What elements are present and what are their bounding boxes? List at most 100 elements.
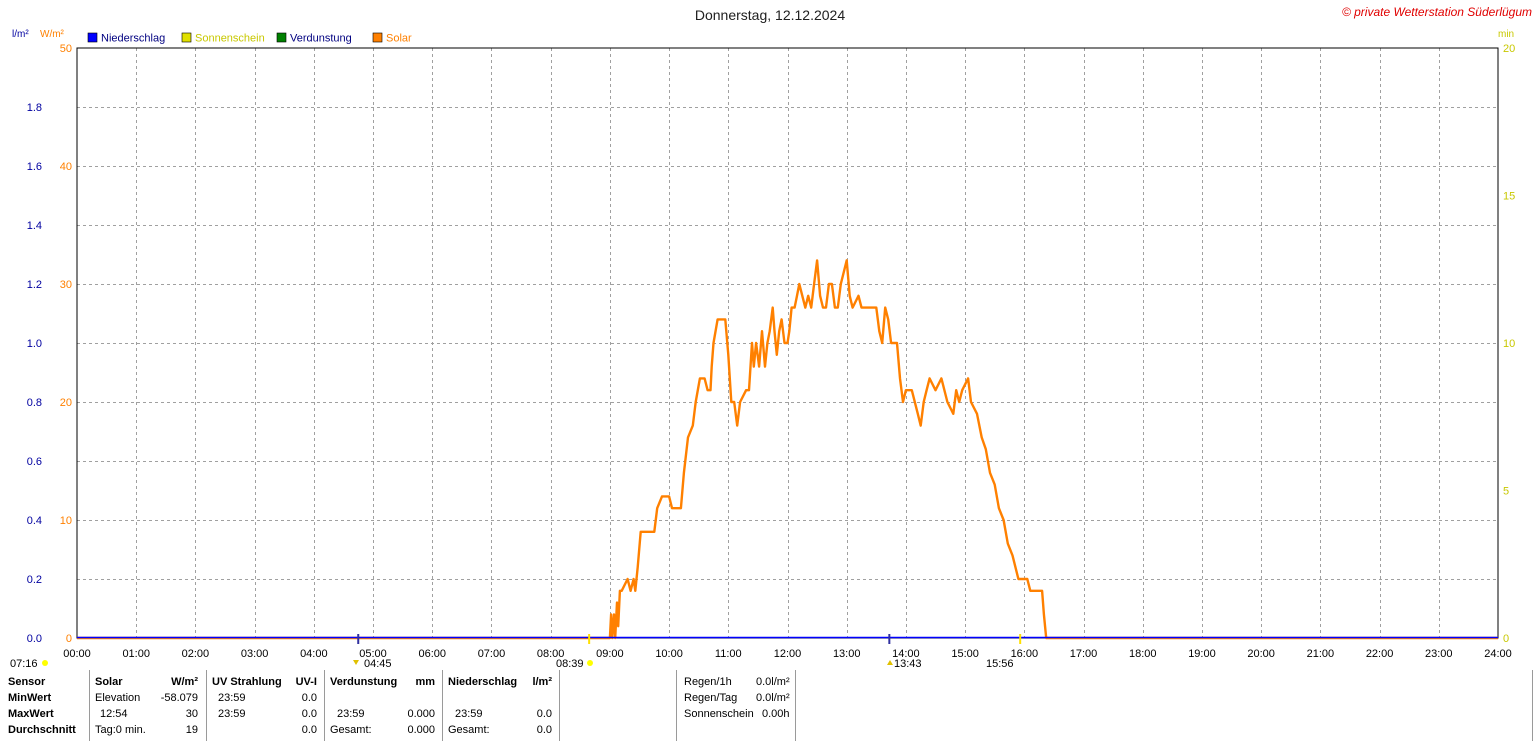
- x-tick-label: 09:00: [596, 648, 624, 660]
- sunshine-tick-label: 10: [1503, 338, 1515, 350]
- evap-max-time: 23:59: [337, 708, 365, 720]
- x-axis: 00:00 01:00 02:00 03:00 04:00 05:00 06:00 07:00…: [63, 648, 1512, 660]
- chart-title: Donnerstag, 12.12.2024: [695, 7, 845, 23]
- row-label-minwert: MinWert: [8, 692, 52, 704]
- table-divider: [676, 670, 677, 741]
- copyright-label: © private Wetterstation Süderlügum: [1342, 5, 1532, 19]
- chart-canvas: 0.0 0.2 0.4 0.6 0.8 1.0 1.2 1.4 1.6 1.8 0 10 20 30 40 5…: [10, 5, 1532, 670]
- sunrise-sun-icon: [42, 660, 48, 666]
- uv-avg-value: 0.0: [301, 724, 317, 736]
- summary-rain-1h-value: 0.0l/m²: [756, 676, 790, 688]
- row-label-maxwert: MaxWert: [8, 708, 54, 720]
- rain-tick-label: 1.6: [27, 161, 42, 173]
- evap-total-label: Gesamt:: [330, 724, 372, 736]
- x-tick-label: 22:00: [1366, 648, 1394, 660]
- uv-header: UV Strahlung: [212, 676, 282, 688]
- rain-tick-label: 0.6: [27, 456, 42, 468]
- table-divider: [1532, 670, 1533, 741]
- solar-tick-label: 50: [60, 43, 72, 55]
- x-tick-label: 21:00: [1307, 648, 1335, 660]
- x-tick-label: 08:00: [537, 648, 565, 660]
- rain-header: Niederschlag: [448, 676, 518, 688]
- time-markers: [353, 634, 1022, 665]
- uv-max-time: 23:59: [218, 708, 246, 720]
- uv-max-value: 0.0: [301, 708, 317, 720]
- rain-unit-label: l/m²: [12, 29, 29, 40]
- x-tick-label: 18:00: [1129, 648, 1157, 660]
- x-tick-label: 15:00: [951, 648, 979, 660]
- x-tick-label: 00:00: [63, 648, 91, 660]
- evap-total-value: 0.000: [407, 724, 435, 736]
- x-tick-label: 14:00: [892, 648, 920, 660]
- solar-max-value: 30: [185, 708, 198, 720]
- solar-unit: W/m²: [171, 676, 198, 688]
- solar-series-line: [77, 259, 1498, 640]
- solar-tick-label: 20: [60, 397, 72, 409]
- sun-start-icon: [587, 660, 593, 666]
- right-axis: 0 5 10 15 20: [1503, 43, 1515, 645]
- x-tick-label: 05:00: [359, 648, 387, 660]
- summary-sunshine-label: Sonnenschein: [684, 708, 754, 720]
- row-label-durchschnitt: Durchschnitt: [8, 724, 76, 736]
- solar-tick-label: 10: [60, 515, 72, 527]
- x-tick-label: 10:00: [655, 648, 683, 660]
- sunshine-tick-label: 0: [1503, 633, 1509, 645]
- solar-unit-label: W/m²: [40, 29, 65, 40]
- rain-max-value: 0.0: [536, 708, 552, 720]
- legend: Niederschlag Sonnenschein Verdunstung So…: [87, 32, 412, 45]
- sunshine-tick-label: 20: [1503, 43, 1515, 55]
- rain-unit: l/m²: [532, 676, 552, 688]
- evap-header: Verdunstung: [330, 676, 398, 688]
- solar-min-value: -58.079: [160, 692, 198, 704]
- x-tick-label: 19:00: [1188, 648, 1216, 660]
- sunshine-tick-label: 15: [1503, 191, 1515, 203]
- x-tick-label: 17:00: [1070, 648, 1098, 660]
- rain-total-label: Gesamt:: [448, 724, 490, 736]
- table-divider: [442, 670, 443, 741]
- rain-tick-label: 0.8: [27, 397, 42, 409]
- series-group: [77, 259, 1498, 640]
- marker-4-45-icon: [353, 660, 359, 665]
- x-tick-label: 13:00: [833, 648, 861, 660]
- rain-tick-label: 0.0: [27, 633, 42, 645]
- solar-tick-label: 30: [60, 279, 72, 291]
- rain-total-value: 0.0: [536, 724, 552, 736]
- statistics-table: Sensor MinWert MaxWert Durchschnitt Sola…: [0, 672, 1536, 741]
- legend-swatch-niederschlag: [87, 32, 98, 43]
- x-tick-label: 11:00: [715, 648, 742, 660]
- evap-unit: mm: [415, 676, 435, 688]
- rain-max-time: 23:59: [455, 708, 483, 720]
- left-axes: 0.0 0.2 0.4 0.6 0.8 1.0 1.2 1.4 1.6 1.8 0 10 20 30 40 5…: [27, 43, 72, 645]
- solar-max-time: 12:54: [100, 708, 128, 720]
- rain-tick-label: 0.2: [27, 574, 42, 586]
- summary-rain-day-value: 0.0l/m²: [756, 692, 790, 704]
- x-tick-label: 02:00: [182, 648, 210, 660]
- legend-label-verdunstung: Verdunstung: [290, 33, 352, 45]
- table-divider: [795, 670, 796, 741]
- x-tick-label: 04:00: [300, 648, 328, 660]
- x-tick-label: 07:00: [478, 648, 506, 660]
- uv-min-value: 0.0: [301, 692, 317, 704]
- x-tick-label: 24:00: [1484, 648, 1512, 660]
- legend-swatch-solar: [372, 32, 383, 43]
- grid: [77, 48, 1498, 638]
- x-tick-label: 01:00: [122, 648, 150, 660]
- marker-time-0445: 04:45: [364, 658, 392, 670]
- x-tick-label: 06:00: [418, 648, 446, 660]
- legend-label-sonnenschein: Sonnenschein: [195, 33, 265, 45]
- rain-tick-label: 1.8: [27, 102, 42, 114]
- solar-avg-value: 19: [185, 724, 198, 736]
- table-divider: [206, 670, 207, 741]
- solar-min-time: Elevation: [95, 692, 141, 704]
- table-divider: [559, 670, 560, 741]
- sunshine-tick-label: 5: [1503, 486, 1509, 498]
- solar-header: Solar: [95, 676, 123, 688]
- summary-sunshine-value: 0.00h: [762, 708, 790, 720]
- rain-tick-label: 0.4: [27, 515, 42, 527]
- x-tick-label: 03:00: [241, 648, 269, 660]
- marker-time-0839: 08:39: [556, 658, 584, 670]
- x-tick-label: 16:00: [1011, 648, 1039, 660]
- sunset-time: 15:56: [986, 658, 1014, 670]
- rain-tick-label: 1.0: [27, 338, 42, 350]
- legend-label-niederschlag: Niederschlag: [101, 33, 165, 45]
